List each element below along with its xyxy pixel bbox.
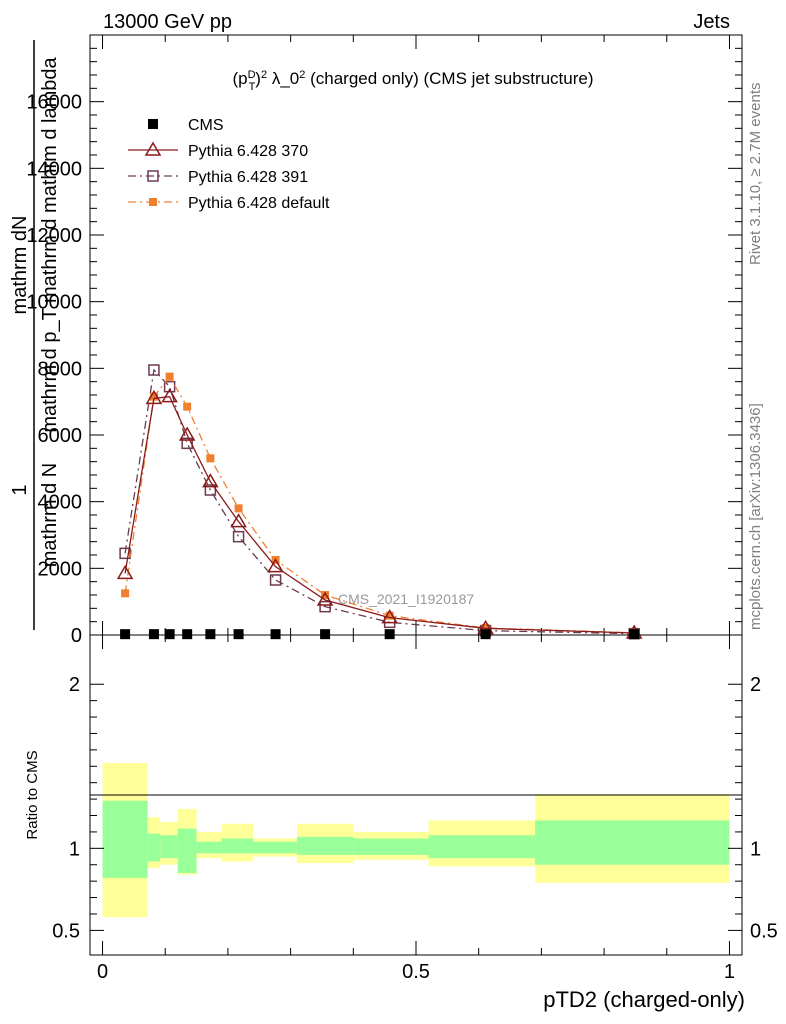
side-info-bottom: mcplots.cern.ch [arXiv:1306.3436] — [747, 403, 764, 630]
cms-data-point — [120, 629, 131, 640]
y-tick-label: 10000 — [26, 292, 82, 314]
legend: CMS Pythia 6.428 370 Pythia 6.428 391 Pythi… — [128, 117, 330, 212]
y-tick-label: 16000 — [26, 92, 82, 114]
ylabel-numerator-1: 1 — [9, 484, 31, 495]
y-tick-label: 12000 — [26, 225, 82, 247]
mcdefault-point — [183, 402, 192, 411]
y-tick-label: 4000 — [38, 492, 83, 514]
ratio-y-tick-label: 0.5 — [52, 920, 80, 942]
mcdefault-point — [121, 589, 130, 598]
y-tick-label: 14000 — [26, 158, 82, 180]
mc391-point — [147, 170, 159, 182]
y-tick-label: 2000 — [38, 558, 83, 580]
ratio-bands — [102, 763, 730, 918]
legend-label: Pythia 6.428 391 — [188, 169, 308, 186]
ratio-y-tick-label: 2 — [69, 674, 80, 696]
mc370-point — [116, 564, 134, 580]
mc391-point — [163, 380, 176, 393]
cms-data-point — [384, 629, 395, 640]
mc370-point — [178, 426, 196, 441]
y-tick-label: 8000 — [38, 358, 83, 380]
mcdefault-point — [165, 372, 174, 381]
stat-band — [353, 838, 429, 855]
stat-band — [177, 828, 197, 873]
cms-data-point — [205, 629, 216, 640]
mc370-point — [144, 141, 162, 156]
ratio-y-tick-label-right: 2 — [750, 674, 761, 696]
x-tick-label: 1 — [724, 961, 735, 983]
mc391-point — [319, 600, 331, 613]
ylabel-denominator-1: mathrm d N — [39, 463, 61, 567]
ratio-ylabel: Ratio to CMS — [24, 750, 41, 839]
legend-label: Pythia 6.428 370 — [188, 143, 308, 160]
ratio-y-tick-label: 1 — [69, 838, 80, 860]
stat-band — [428, 835, 536, 859]
energy-label: 13000 GeV pp — [103, 11, 232, 33]
mc391-point — [269, 574, 282, 586]
mcdefault-point — [321, 591, 330, 599]
xlabel: pTD2 (charged-only) — [543, 987, 745, 1012]
ylabel-numerator-2: mathrm dN — [9, 216, 31, 315]
ratio-y-tick-label-right: 0.5 — [750, 920, 778, 942]
mc391-point — [148, 364, 160, 376]
x-tick-label: 0.5 — [402, 961, 430, 983]
cms-data-point — [629, 629, 640, 640]
cms-data-point — [148, 629, 159, 640]
mcdefault-point — [149, 392, 158, 401]
mc391-point — [232, 530, 245, 543]
mc370-point — [161, 388, 178, 403]
stat-band — [160, 835, 178, 859]
main-plot: 0 2000 4000 6000 8000 10000 12000 14000 16000 CM… — [26, 34, 743, 647]
mc370-point — [316, 591, 334, 606]
mc391-point — [181, 437, 193, 450]
mc370-point — [267, 558, 284, 573]
cms-data-point — [182, 629, 193, 640]
process-label: Jets — [693, 11, 730, 33]
cms-data-point — [320, 629, 331, 640]
mcdefault-point — [149, 198, 157, 206]
main-ylabel: 1 mathrm dN mathrm d N mathrm d p_T math… — [9, 40, 61, 630]
legend-label: Pythia 6.428 default — [188, 195, 330, 212]
x-tick-label: 0 — [97, 961, 108, 983]
legend-label: CMS — [188, 117, 224, 134]
y-tick-label: 6000 — [38, 425, 83, 447]
stat-band — [296, 836, 354, 855]
ratio-plot: 0.5 0.5 1 1 2 2 0 0.5 1 Ratio to CMS — [24, 634, 778, 983]
ylabel-denominator-2: mathrm d p_T mathrm d mathrm d lambda — [39, 56, 61, 432]
stat-band — [102, 800, 148, 878]
mc391-point — [204, 484, 217, 496]
mc370-point — [230, 513, 247, 528]
series-0 — [120, 629, 640, 640]
mc370-point — [202, 473, 219, 488]
mc391-point — [119, 547, 131, 560]
cms-data-point — [270, 629, 281, 640]
mcdefault-point — [234, 504, 243, 513]
cms-data-point — [164, 629, 175, 640]
cms-data-point — [480, 629, 491, 640]
main-series — [116, 364, 643, 640]
mcdefault-point — [385, 611, 394, 620]
mc370-point — [381, 609, 398, 624]
side-info-top: Rivet 3.1.10, ≥ 2.7M events — [747, 83, 764, 266]
cms-data-point — [233, 629, 244, 640]
y-tick-label: 0 — [71, 625, 82, 647]
cms-data-point — [148, 119, 158, 129]
mcdefault-point — [206, 454, 215, 463]
stat-band — [147, 833, 161, 862]
mc370-point — [145, 389, 163, 405]
stat-band — [535, 820, 730, 865]
stat-band — [196, 841, 222, 854]
ratio-ticks: 0.5 0.5 1 1 2 2 0 0.5 1 — [52, 635, 778, 983]
stat-band — [221, 838, 253, 854]
watermark: CMS_2021_I1920187 — [338, 591, 474, 607]
main-ticks: 0 2000 4000 6000 8000 10000 12000 14000 16000 — [26, 35, 742, 647]
ratio-y-tick-label-right: 1 — [750, 838, 761, 860]
stat-band — [253, 841, 297, 854]
main-title: (pD T)2 λ_02 (charged only) (CMS jet subs… — [232, 69, 593, 93]
